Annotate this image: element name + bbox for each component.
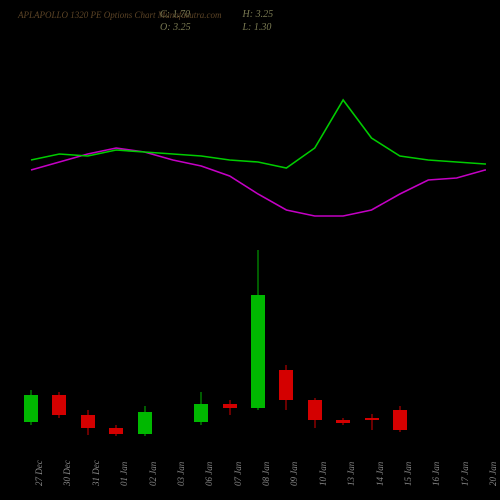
candle-body xyxy=(279,370,293,400)
candle-body xyxy=(393,410,407,430)
candle-body xyxy=(308,400,322,420)
ohlc-readout: C: 1.70 H: 3.25 O: 3.25 L: 1.30 xyxy=(160,8,323,34)
x-axis-label: 27 Dec xyxy=(34,460,44,486)
candle-body xyxy=(109,428,123,434)
x-axis-label: 01 Jan xyxy=(119,462,129,486)
x-axis-label: 08 Jan xyxy=(261,462,271,486)
candlestick xyxy=(24,40,38,440)
chart-area xyxy=(18,40,486,440)
candlestick xyxy=(336,40,350,440)
x-axis-label: 17 Jan xyxy=(460,462,470,486)
x-axis-label: 06 Jan xyxy=(204,462,214,486)
candlestick xyxy=(279,40,293,440)
candle-body xyxy=(52,395,66,415)
x-axis-label: 03 Jan xyxy=(176,462,186,486)
candlestick xyxy=(52,40,66,440)
o-label: O: xyxy=(160,22,171,33)
x-axis-label: 02 Jan xyxy=(148,462,158,486)
h-label: H: xyxy=(243,9,254,20)
candlestick xyxy=(109,40,123,440)
candle-body xyxy=(24,395,38,422)
candlestick xyxy=(393,40,407,440)
h-value: 3.25 xyxy=(256,9,274,20)
x-axis-label: 13 Jan xyxy=(346,462,356,486)
candle-body xyxy=(365,418,379,420)
x-axis-label: 31 Dec xyxy=(91,460,101,486)
x-axis-label: 14 Jan xyxy=(375,462,385,486)
x-axis: 27 Dec 30 Dec 31 Dec 01 Jan 02 Jan 03 Jan 06 J… xyxy=(18,440,486,490)
c-label: C: xyxy=(160,9,170,20)
candle-body xyxy=(223,404,237,408)
candle-body xyxy=(336,420,350,423)
candle-body xyxy=(251,295,265,408)
candlestick xyxy=(365,40,379,440)
l-label: L: xyxy=(243,22,252,33)
x-axis-label: 20 Jan xyxy=(488,462,498,486)
x-axis-label: 15 Jan xyxy=(403,462,413,486)
candle-body xyxy=(81,415,95,428)
candle-layer xyxy=(18,40,486,440)
candle-wick xyxy=(371,414,372,430)
x-axis-label: 07 Jan xyxy=(233,462,243,486)
candlestick xyxy=(81,40,95,440)
candlestick xyxy=(251,40,265,440)
candle-body xyxy=(138,412,152,434)
c-value: 1.70 xyxy=(173,9,191,20)
candlestick xyxy=(223,40,237,440)
x-axis-label: 10 Jan xyxy=(318,462,328,486)
x-axis-label: 09 Jan xyxy=(289,462,299,486)
x-axis-label: 16 Jan xyxy=(431,462,441,486)
x-axis-label: 30 Dec xyxy=(62,460,72,486)
o-value: 3.25 xyxy=(173,22,191,33)
candlestick xyxy=(138,40,152,440)
candlestick xyxy=(308,40,322,440)
l-value: 1.30 xyxy=(254,22,272,33)
candlestick xyxy=(194,40,208,440)
candle-body xyxy=(194,404,208,422)
